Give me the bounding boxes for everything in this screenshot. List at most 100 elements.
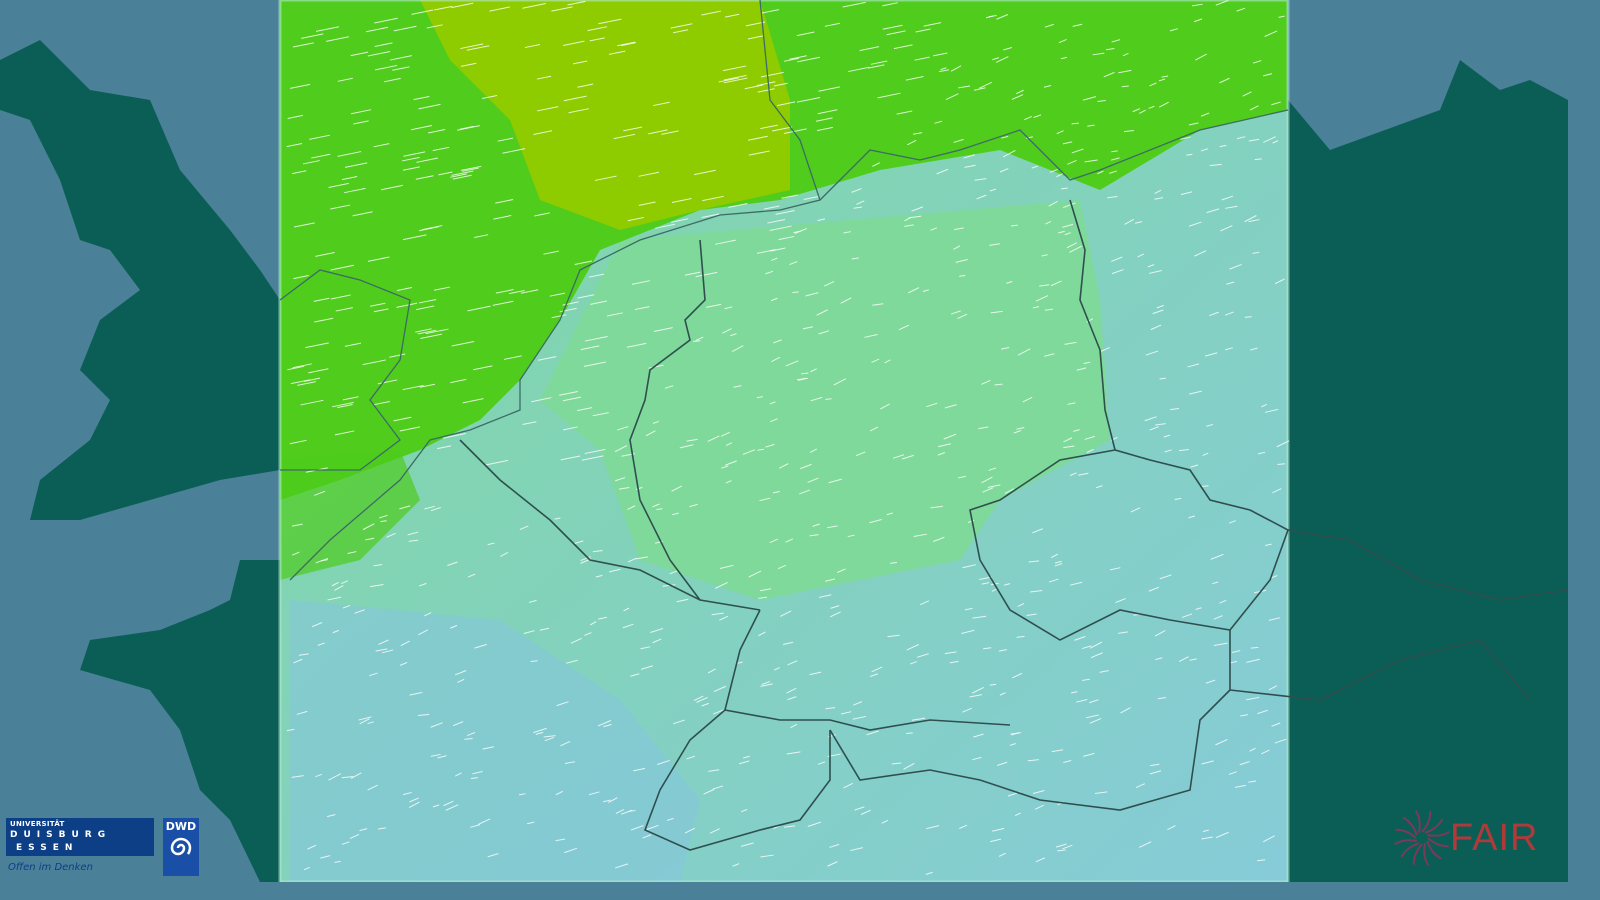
wind-streak (615, 808, 625, 815)
wind-streak (365, 537, 375, 541)
wind-streak (1180, 136, 1191, 140)
wind-streak (1076, 367, 1087, 371)
wind-streak (402, 166, 420, 171)
wind-streak (292, 42, 314, 48)
wind-streak (1213, 615, 1223, 620)
wind-streak (851, 188, 862, 193)
wind-streak (792, 291, 799, 294)
wind-streak (1201, 485, 1209, 488)
wind-streak (309, 134, 331, 140)
wind-streak (1260, 403, 1267, 408)
wind-streak (378, 639, 389, 645)
wind-streak (972, 686, 984, 694)
wind-streak (424, 612, 432, 617)
wind-streak (763, 205, 780, 210)
wind-streak (393, 25, 417, 32)
wind-streak (958, 85, 971, 89)
wind-streak (1138, 841, 1152, 848)
wind-streak (568, 108, 589, 114)
wind-streak (950, 65, 962, 72)
wind-streak (1163, 434, 1171, 438)
wind-streak (495, 289, 514, 294)
wind-streak (592, 412, 609, 417)
wind-streak (719, 564, 734, 570)
wind-streak (493, 215, 512, 220)
wind-streak (399, 505, 411, 510)
wind-streak (303, 866, 310, 871)
wind-streak (747, 35, 764, 40)
wind-streak (1159, 377, 1167, 380)
wind-streak (713, 685, 726, 692)
wind-streak (292, 551, 300, 556)
wind-streak (1152, 309, 1164, 315)
wind-streak (877, 92, 901, 99)
wind-streak (303, 377, 321, 382)
wind-streak (718, 77, 739, 83)
wind-streak (1075, 699, 1088, 703)
wind-streak (367, 51, 391, 57)
wind-streak (1010, 732, 1022, 735)
wind-streak (785, 538, 794, 543)
wind-streak (531, 397, 552, 403)
wind-streak (949, 660, 959, 664)
wind-streak (574, 260, 593, 265)
wind-streak (824, 280, 835, 287)
wind-streak (1244, 316, 1252, 318)
wind-streak (923, 22, 942, 27)
wind-streak (466, 45, 490, 51)
wind-streak (713, 709, 724, 715)
wind-streak (1249, 747, 1256, 752)
wind-streak (437, 755, 447, 759)
wind-streak (614, 445, 627, 453)
wind-streak (1115, 598, 1126, 604)
wind-streak (383, 77, 401, 83)
wind-streak (1187, 363, 1200, 368)
wind-streak (997, 761, 1008, 766)
wind-streak (337, 404, 353, 409)
wind-streak (881, 819, 889, 824)
wind-streak (760, 9, 779, 14)
wind-streak (631, 280, 651, 285)
wind-streak (1236, 136, 1246, 140)
wind-streak (892, 454, 905, 459)
wind-streak (1034, 804, 1044, 810)
wind-streak (920, 600, 930, 606)
wind-streak (286, 142, 303, 148)
wind-streak (930, 227, 938, 231)
wind-streak (430, 753, 441, 757)
wind-streak (426, 24, 443, 29)
wind-streak (1086, 318, 1094, 323)
wind-streak (973, 87, 986, 91)
wind-streak (1011, 224, 1018, 227)
wind-streak (287, 365, 305, 371)
wind-streak (1189, 658, 1197, 661)
wind-streak (818, 330, 830, 335)
wind-streak (334, 860, 341, 863)
wind-streak (759, 588, 772, 592)
wind-streak (962, 564, 976, 569)
wind-streak (417, 713, 430, 716)
wind-streak (1225, 347, 1233, 351)
wind-streak (807, 477, 819, 483)
wind-streak (623, 607, 630, 612)
wind-streak (772, 126, 793, 132)
country-borders (459, 199, 1568, 851)
wind-streak (370, 302, 386, 307)
wind-streak (869, 673, 879, 677)
weather-map[interactable] (0, 0, 1568, 882)
wind-streak (1242, 91, 1252, 97)
wind-streak (374, 17, 398, 24)
wind-streak (534, 212, 550, 217)
wind-streak (1148, 105, 1155, 109)
wind-streak (1045, 220, 1052, 225)
wind-streak (301, 33, 324, 39)
wind-streak (460, 62, 477, 67)
wind-streak (930, 505, 943, 509)
wind-streak (765, 270, 774, 275)
wind-streak (375, 648, 388, 652)
wind-streak (473, 365, 493, 371)
wind-streak (1174, 497, 1182, 501)
wind-streak (1271, 101, 1281, 106)
wind-streak (375, 64, 398, 71)
wind-streak (761, 681, 771, 685)
